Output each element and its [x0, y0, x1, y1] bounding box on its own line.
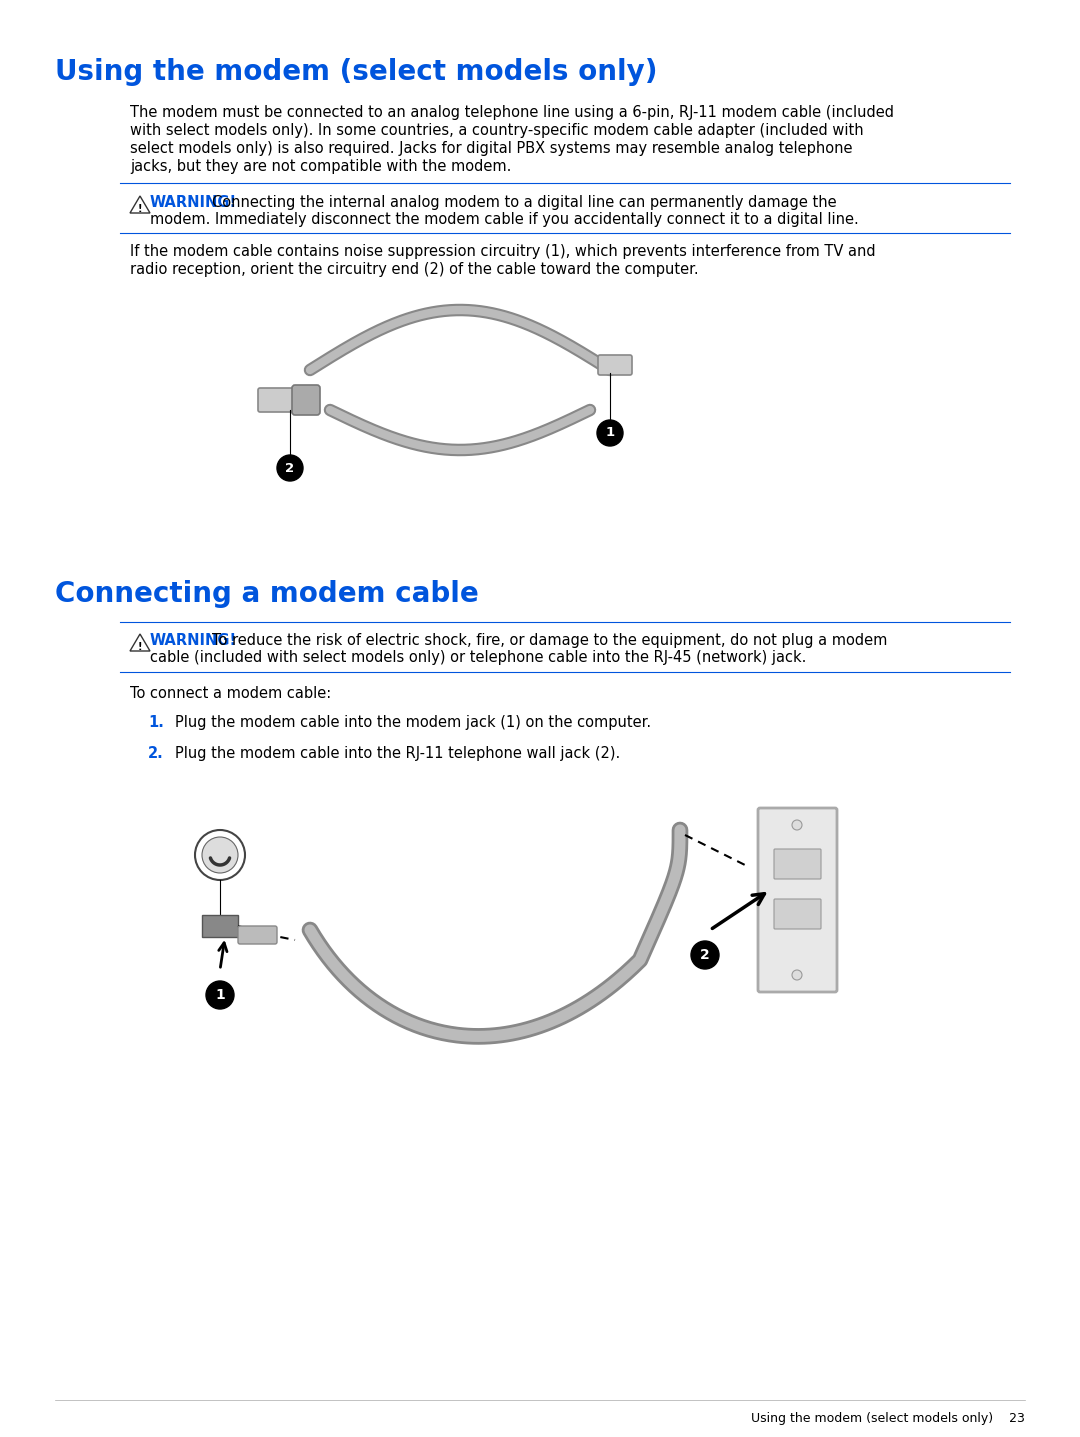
- Text: 2: 2: [285, 461, 295, 474]
- Text: 1: 1: [606, 427, 615, 440]
- Text: !: !: [138, 204, 143, 214]
- Text: 1: 1: [215, 989, 225, 1002]
- Circle shape: [206, 981, 234, 1009]
- Circle shape: [276, 456, 303, 481]
- Text: 2.: 2.: [148, 746, 164, 762]
- Text: If the modem cable contains noise suppression circuitry (1), which prevents inte: If the modem cable contains noise suppre…: [130, 244, 876, 259]
- FancyBboxPatch shape: [774, 900, 821, 928]
- Text: To connect a modem cable:: To connect a modem cable:: [130, 685, 332, 701]
- Circle shape: [792, 970, 802, 980]
- Text: Plug the modem cable into the RJ-11 telephone wall jack (2).: Plug the modem cable into the RJ-11 tele…: [175, 746, 620, 762]
- Text: 2: 2: [700, 948, 710, 961]
- Circle shape: [597, 420, 623, 445]
- Circle shape: [691, 941, 719, 969]
- Text: !: !: [138, 642, 143, 652]
- Circle shape: [195, 831, 245, 879]
- Text: select models only) is also required. Jacks for digital PBX systems may resemble: select models only) is also required. Ja…: [130, 141, 852, 157]
- Text: The modem must be connected to an analog telephone line using a 6-pin, RJ-11 mod: The modem must be connected to an analog…: [130, 105, 894, 121]
- FancyBboxPatch shape: [202, 915, 238, 937]
- Circle shape: [202, 836, 238, 874]
- Text: WARNING!: WARNING!: [150, 634, 238, 648]
- Text: radio reception, orient the circuitry end (2) of the cable toward the computer.: radio reception, orient the circuitry en…: [130, 262, 699, 277]
- Text: Connecting the internal analog modem to a digital line can permanently damage th: Connecting the internal analog modem to …: [212, 195, 837, 210]
- Text: modem. Immediately disconnect the modem cable if you accidentally connect it to : modem. Immediately disconnect the modem …: [150, 213, 859, 227]
- Text: To reduce the risk of electric shock, fire, or damage to the equipment, do not p: To reduce the risk of electric shock, fi…: [212, 634, 888, 648]
- Text: cable (included with select models only) or telephone cable into the RJ-45 (netw: cable (included with select models only)…: [150, 650, 807, 665]
- Text: Connecting a modem cable: Connecting a modem cable: [55, 581, 478, 608]
- FancyBboxPatch shape: [292, 385, 320, 415]
- FancyBboxPatch shape: [758, 808, 837, 992]
- Text: with select models only). In some countries, a country-specific modem cable adap: with select models only). In some countr…: [130, 124, 864, 138]
- Text: WARNING!: WARNING!: [150, 195, 238, 210]
- FancyBboxPatch shape: [598, 355, 632, 375]
- Text: 1.: 1.: [148, 716, 164, 730]
- Text: Plug the modem cable into the modem jack (1) on the computer.: Plug the modem cable into the modem jack…: [175, 716, 651, 730]
- Text: Using the modem (select models only): Using the modem (select models only): [55, 57, 658, 86]
- Text: Using the modem (select models only)    23: Using the modem (select models only) 23: [751, 1413, 1025, 1426]
- Text: jacks, but they are not compatible with the modem.: jacks, but they are not compatible with …: [130, 160, 511, 174]
- FancyBboxPatch shape: [238, 925, 276, 944]
- FancyBboxPatch shape: [774, 849, 821, 879]
- Circle shape: [792, 821, 802, 831]
- FancyBboxPatch shape: [258, 388, 297, 412]
